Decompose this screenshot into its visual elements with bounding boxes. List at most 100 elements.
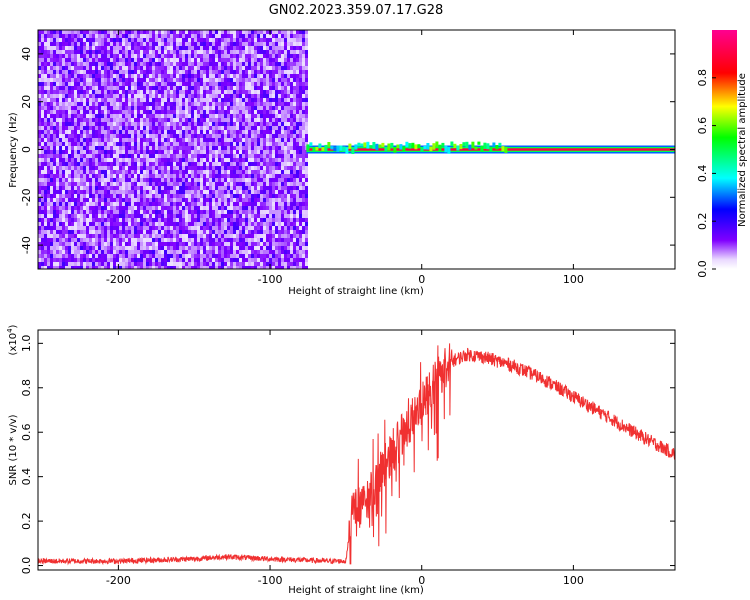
spectrogram-noise-cell [251,114,254,118]
spectrogram-noise-cell [191,206,194,210]
spectrogram-noise-cell [215,90,218,94]
spectrogram-noise-cell [116,30,119,34]
spectrogram-noise-cell [212,246,215,250]
spectrogram-noise-cell [59,154,62,158]
spectrogram-noise-cell [194,74,197,78]
spectrogram-noise-cell [248,170,251,174]
spectrogram-noise-cell [272,122,275,126]
spectrogram-noise-cell [128,170,131,174]
spectrogram-noise-cell [242,194,245,198]
spectrogram-noise-cell [56,90,59,94]
spectrogram-noise-cell [155,106,158,110]
spectrogram-noise-cell [122,98,125,102]
spectrogram-noise-cell [56,102,59,106]
spectrogram-noise-cell [197,242,200,246]
spectrogram-noise-cell [224,230,227,234]
spectrogram-noise-cell [278,66,281,70]
spectrogram-noise-cell [119,34,122,38]
spectrogram-noise-cell [152,46,155,50]
spectrogram-noise-cell [233,94,236,98]
spectrogram-noise-cell [263,158,266,162]
spectrogram-noise-cell [278,258,281,262]
spectrogram-noise-cell [140,122,143,126]
spectrogram-noise-cell [116,138,119,142]
spectrogram-noise-cell [38,142,41,146]
spectrogram-noise-cell [239,178,242,182]
spectrogram-noise-cell [110,202,113,206]
spectrogram-noise-cell [191,154,194,158]
spectrogram-noise-cell [182,86,185,90]
spectrogram-noise-cell [56,166,59,170]
spectrogram-noise-cell [77,122,80,126]
spectrogram-noise-cell [185,238,188,242]
spectrogram-noise-cell [263,30,266,34]
spectrogram-noise-cell [101,46,104,50]
spectrogram-noise-cell [113,258,116,262]
spectrogram-noise-cell [56,230,59,234]
spectrogram-noise-cell [158,238,161,242]
spectrogram-noise-cell [68,194,71,198]
spectrogram-noise-cell [89,266,92,269]
spectrogram-noise-cell [284,106,287,110]
spectrogram-noise-cell [230,146,233,150]
spectrogram-noise-cell [197,142,200,146]
spectrogram-noise-cell [194,50,197,54]
spectrogram-noise-cell [269,66,272,70]
spectrogram-noise-cell [233,246,236,250]
spectrogram-noise-cell [101,114,104,118]
spectrogram-noise-cell [104,246,107,250]
spectrogram-noise-cell [275,182,278,186]
spectrogram-noise-cell [113,30,116,34]
spectrogram-noise-cell [119,138,122,142]
spectrogram-noise-cell [146,46,149,50]
spectrogram-noise-cell [155,102,158,106]
spectrogram-noise-cell [206,198,209,202]
spectrogram-noise-cell [53,34,56,38]
spectrogram-noise-cell [242,246,245,250]
spectrogram-noise-cell [44,58,47,62]
spectrogram-noise-cell [125,254,128,258]
spectrogram-noise-cell [128,182,131,186]
spectrogram-noise-cell [155,74,158,78]
spectrogram-noise-cell [98,38,101,42]
spectrogram-noise-cell [287,42,290,46]
spectrogram-noise-cell [140,222,143,226]
spectrogram-noise-cell [227,78,230,82]
spectrogram-noise-cell [233,134,236,138]
spectrogram-noise-cell [230,134,233,138]
spectrogram-noise-cell [206,142,209,146]
spectrogram-noise-cell [65,206,68,210]
spectrogram-noise-cell [185,90,188,94]
spectrogram-noise-cell [149,246,152,250]
spectrogram-noise-cell [113,190,116,194]
spectrogram-noise-cell [224,66,227,70]
spectrogram-noise-cell [119,254,122,258]
spectrogram-noise-cell [275,150,278,154]
spectrogram-noise-cell [272,150,275,154]
spectrogram-noise-cell [272,58,275,62]
spectrogram-noise-cell [146,110,149,114]
spectrogram-noise-cell [101,226,104,230]
spectrogram-noise-cell [47,42,50,46]
spectrogram-noise-cell [269,214,272,218]
spectrogram-noise-cell [263,42,266,46]
spectrogram-noise-cell [53,170,56,174]
spectrogram-noise-cell [281,90,284,94]
spectrogram-noise-cell [89,242,92,246]
spectrogram-noise-cell [176,170,179,174]
spectrogram-noise-cell [215,126,218,130]
spectrogram-noise-cell [233,126,236,130]
spectrogram-noise-cell [224,106,227,110]
spectrogram-noise-cell [194,190,197,194]
spectrogram-noise-cell [149,222,152,226]
spectrogram-noise-cell [110,246,113,250]
spectrogram-noise-cell [77,254,80,258]
spectrogram-noise-cell [113,158,116,162]
spectrogram-noise-cell [194,258,197,262]
spectrogram-noise-cell [179,202,182,206]
spectrogram-noise-cell [227,94,230,98]
spectrogram-noise-cell [212,142,215,146]
spectrogram-noise-cell [116,46,119,50]
spectrogram-noise-cell [113,198,116,202]
spectrogram-noise-cell [71,158,74,162]
